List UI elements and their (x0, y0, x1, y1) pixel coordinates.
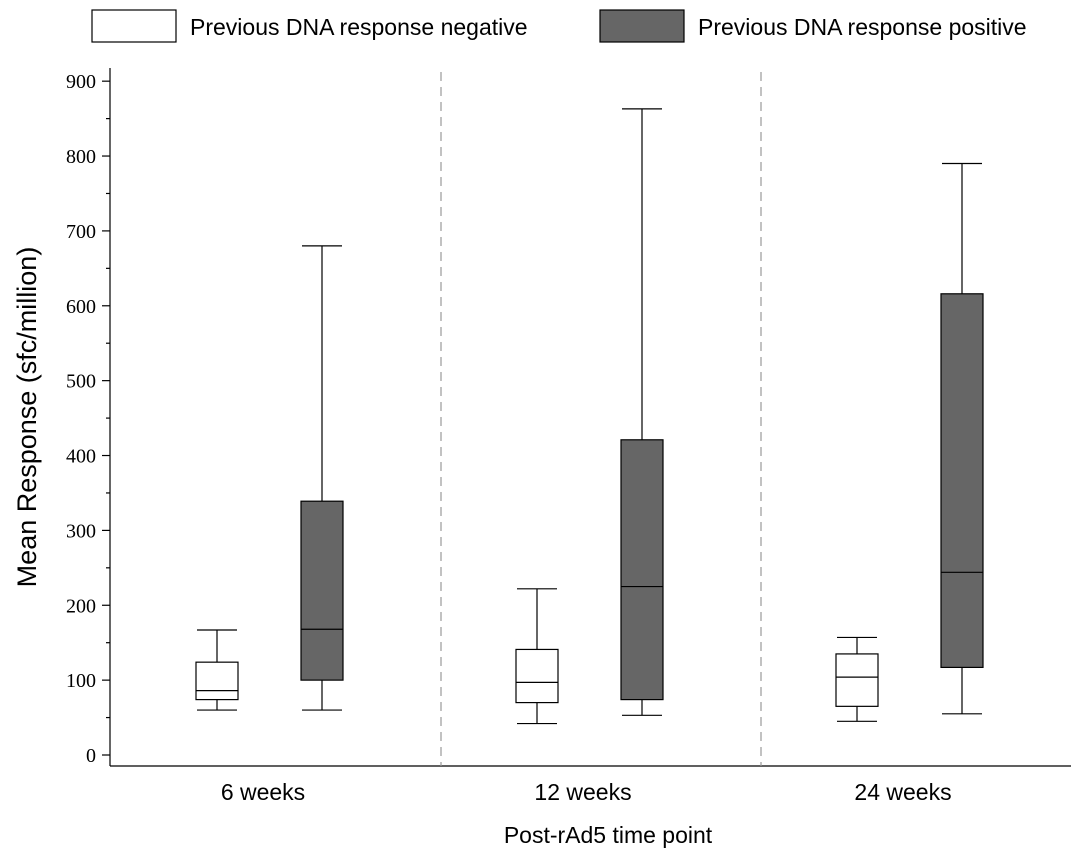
x-tick-label: 12 weeks (534, 779, 631, 805)
x-tick-label: 24 weeks (854, 779, 951, 805)
y-tick-label: 0 (86, 745, 96, 767)
y-tick-label: 200 (66, 595, 96, 617)
x-tick-label: 6 weeks (221, 779, 305, 805)
box-negative-0 (195, 629, 239, 711)
box-negative-2 (835, 636, 879, 722)
box-positive-2 (940, 162, 984, 715)
x-axis-tick-labels: 6 weeks 12 weeks 24 weeks (221, 779, 952, 805)
box-positive-0 (300, 245, 344, 711)
y-axis-ticks: 0 100 200 300 400 500 600 700 800 900 (66, 71, 110, 767)
iqr-box (515, 648, 559, 704)
iqr-box (940, 293, 984, 669)
box-positive-1 (620, 108, 664, 716)
y-tick-label: 600 (66, 296, 96, 318)
boxes (195, 108, 984, 725)
y-tick-label: 500 (66, 371, 96, 393)
legend: Previous DNA response negative Previous … (91, 9, 1027, 43)
box-negative-1 (515, 588, 559, 725)
y-axis-label: Mean Response (sfc/million) (12, 247, 42, 588)
y-tick-label: 700 (66, 221, 96, 243)
legend-swatch-negative (91, 9, 177, 43)
legend-label-positive: Previous DNA response positive (698, 14, 1027, 40)
legend-label-negative: Previous DNA response negative (190, 14, 528, 40)
group-dividers (440, 72, 762, 766)
y-tick-label: 900 (66, 71, 96, 93)
legend-swatch-positive (599, 9, 685, 43)
iqr-box (300, 500, 344, 681)
y-tick-label: 400 (66, 446, 96, 468)
iqr-box (835, 653, 879, 707)
y-tick-label: 100 (66, 670, 96, 692)
y-tick-label: 300 (66, 520, 96, 542)
iqr-box (195, 661, 239, 701)
y-tick-label: 800 (66, 146, 96, 168)
x-axis-label: Post-rAd5 time point (504, 822, 713, 848)
iqr-box (620, 439, 664, 701)
